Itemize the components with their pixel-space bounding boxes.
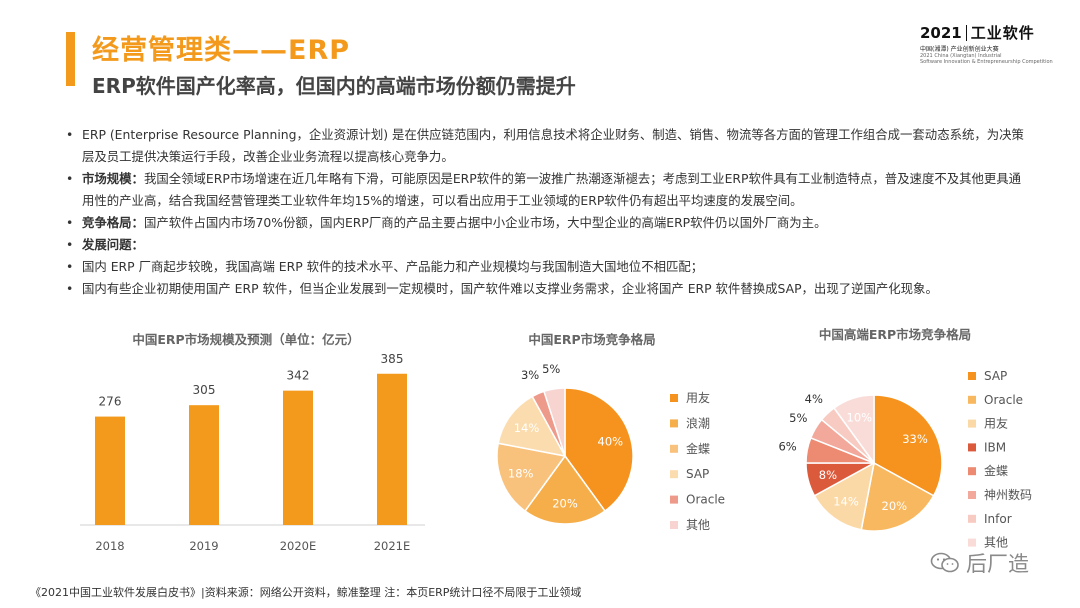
x-tick-label: 2019 xyxy=(189,539,218,553)
pie-value-label: 14% xyxy=(833,495,859,509)
bar-2019 xyxy=(189,405,219,525)
legend-swatch xyxy=(968,372,976,380)
legend-label: 用友 xyxy=(686,391,710,405)
pie-slice-浪潮 xyxy=(523,454,607,525)
bullet-text: 国内 ERP 厂商起步较晚，我国高端 ERP 软件的技术水平、产品能力和产业规模… xyxy=(82,259,704,274)
bullet-problem-2: 国内有些企业初期使用国产 ERP 软件，但当企业发展到一定规模时，国产软件难以支… xyxy=(66,278,1031,300)
bar-2020E xyxy=(283,390,313,525)
bullet-text: 国内有些企业初期使用国产 ERP 软件，但当企业发展到一定规模时，国产软件难以支… xyxy=(82,281,938,296)
bullet-text: ERP (Enterprise Resource Planning，企业资源计划… xyxy=(82,127,1024,164)
legend-swatch xyxy=(968,514,976,523)
legend-swatch xyxy=(670,419,678,428)
logo-english-line2: Software Innovation & Entrepreneurship C… xyxy=(920,59,1053,65)
pie-value-label: 4% xyxy=(805,392,823,406)
pie-slice-SAP xyxy=(873,394,943,497)
legend-label: 其他 xyxy=(686,518,710,532)
legend-swatch xyxy=(968,395,976,404)
pie-value-label: 8% xyxy=(819,468,837,482)
page-subtitle: ERP软件国产化率高，但国内的高端市场份额仍需提升 xyxy=(92,74,576,98)
bar-value-label: 385 xyxy=(381,352,404,366)
legend-label: IBM xyxy=(984,440,1006,454)
pie-value-label: 5% xyxy=(789,411,807,425)
title-accent-bar xyxy=(66,32,75,86)
legend-swatch xyxy=(968,467,976,476)
x-tick-label: 2021E xyxy=(374,539,411,553)
pie-value-label: 3% xyxy=(521,368,539,382)
legend-label: 浪潮 xyxy=(686,415,710,430)
legend-swatch xyxy=(968,538,976,547)
bullet-problem-1: 国内 ERP 厂商起步较晚，我国高端 ERP 软件的技术水平、产品能力和产业规模… xyxy=(66,256,1031,278)
x-tick-label: 2018 xyxy=(95,539,124,553)
legend-label: 神州数码 xyxy=(984,487,1032,502)
pie-value-label: 33% xyxy=(902,432,928,446)
watermark-text: 后厂造 xyxy=(966,552,1029,576)
bar-value-label: 276 xyxy=(99,395,122,409)
legend-swatch xyxy=(968,419,976,428)
bar-chart-market-size: 中国ERP市场规模及预测（单位：亿元） 276 2018 305 2019 342 2020… xyxy=(80,332,425,553)
bar-value-label: 305 xyxy=(193,383,216,397)
legend-label: 其他 xyxy=(984,536,1008,550)
wechat-watermark: 后厂造 xyxy=(930,548,1029,578)
legend-label: SAP xyxy=(686,467,709,481)
pie-slice-其他 xyxy=(832,394,875,466)
bullet-label: 竞争格局： xyxy=(82,215,144,230)
pie-value-label: 6% xyxy=(778,440,796,454)
bullet-list: ERP (Enterprise Resource Planning，企业资源计划… xyxy=(66,124,1031,300)
pie-chart-high-end-erp-competition: 中国高端ERP市场竞争格局 33% 20% 14% 8% 6% 5% 4% 10% SAP Orac… xyxy=(778,327,1032,550)
bullet-text: 国产软件占国内市场70%份额，国内ERP厂商的产品主要占据中小企业市场，大中型企… xyxy=(143,215,827,230)
pie-slice-其他 xyxy=(543,387,566,457)
pie-slice-SAP xyxy=(497,395,567,458)
source-footnote: 《2021中国工业软件发展白皮书》|资料来源：网络公开资料，鲸准整理 注：本页E… xyxy=(30,586,582,599)
pie-chart-title: 中国高端ERP市场竞争格局 xyxy=(819,327,971,342)
pie-value-label: 5% xyxy=(542,362,560,376)
legend-label: SAP xyxy=(984,369,1007,383)
page-title: 经营管理类——ERP xyxy=(92,35,351,66)
x-tick-label: 2020E xyxy=(280,539,317,553)
legend-label: 用友 xyxy=(984,417,1008,431)
bar-2021E xyxy=(377,373,407,525)
bullet-market-size: 市场规模：我国全领域ERP市场增速在近几年略有下滑，可能原因是ERP软件的第一波… xyxy=(66,168,1031,212)
logo-name: 工业软件 xyxy=(970,24,1035,42)
bullet-erp-definition: ERP (Enterprise Resource Planning，企业资源计划… xyxy=(66,124,1031,168)
logo-subtitle: 中国(湘潭) 产业创新创业大赛 xyxy=(920,46,999,53)
legend-label: 金蝶 xyxy=(984,463,1008,478)
pie-value-label: 18% xyxy=(508,467,534,481)
bar-2018 xyxy=(95,416,125,525)
pie-slice-金蝶 xyxy=(496,442,567,513)
logo-divider xyxy=(965,24,967,41)
legend-swatch xyxy=(670,470,678,479)
wechat-icon xyxy=(930,552,959,573)
pie-slice-用友 xyxy=(564,387,634,513)
logo-english-line1: 2021 China (Xiangtan) Industrial xyxy=(920,53,1002,59)
bullet-competition: 竞争格局：国产软件占国内市场70%份额，国内ERP厂商的产品主要占据中小企业市场… xyxy=(66,212,1031,234)
bar-chart-title: 中国ERP市场规模及预测（单位：亿元） xyxy=(132,332,359,347)
pie-slice-用友 xyxy=(813,461,876,531)
legend-swatch xyxy=(670,444,678,453)
pie-value-label: 40% xyxy=(598,434,624,448)
pie-value-label: 14% xyxy=(514,421,540,435)
pie-value-label: 10% xyxy=(847,411,873,425)
legend-swatch xyxy=(670,495,678,504)
bullet-label: 发展问题： xyxy=(82,237,144,252)
bullet-label: 市场规模： xyxy=(82,171,144,186)
legend-swatch xyxy=(670,394,678,402)
legend-swatch xyxy=(968,443,976,452)
pie-slice-Oracle xyxy=(860,461,935,532)
pie-value-label: 20% xyxy=(882,499,908,513)
bar-value-label: 342 xyxy=(287,369,310,383)
legend-label: Oracle xyxy=(984,393,1023,407)
legend-label: Infor xyxy=(984,512,1012,526)
bullet-text: 我国全领域ERP市场增速在近几年略有下滑，可能原因是ERP软件的第一波推广热潮逐… xyxy=(82,171,1022,208)
legend-label: Oracle xyxy=(686,493,725,507)
legend-swatch xyxy=(670,521,678,529)
pie-chart-title: 中国ERP市场竞争格局 xyxy=(528,332,655,347)
pie-value-label: 20% xyxy=(552,497,578,511)
logo-year: 2021 xyxy=(920,23,962,42)
competition-logo: 2021 工业软件 中国(湘潭) 产业创新创业大赛 2021 China (Xi… xyxy=(920,22,1070,68)
legend-swatch xyxy=(968,491,976,499)
legend-label: 金蝶 xyxy=(686,441,710,456)
bullet-problems: 发展问题： xyxy=(66,234,1031,256)
